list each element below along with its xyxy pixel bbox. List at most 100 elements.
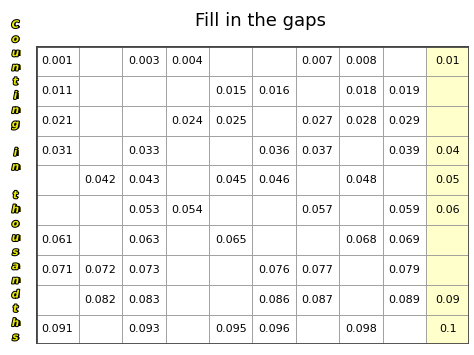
Text: 0.095: 0.095 <box>215 324 246 334</box>
Bar <box>252 225 296 255</box>
Bar <box>296 195 339 225</box>
Text: 0.09: 0.09 <box>435 295 460 305</box>
Bar <box>252 195 296 225</box>
Text: 0.046: 0.046 <box>258 175 290 185</box>
Bar <box>79 225 122 255</box>
Bar <box>166 285 209 315</box>
Text: d: d <box>13 290 20 300</box>
Text: t: t <box>13 77 18 87</box>
Text: o: o <box>13 219 20 229</box>
Text: 0.054: 0.054 <box>172 205 203 215</box>
Bar <box>296 76 339 106</box>
Bar <box>296 315 339 344</box>
Text: 0.048: 0.048 <box>345 175 377 185</box>
Bar <box>252 46 296 76</box>
Bar <box>166 106 209 136</box>
Bar <box>339 225 383 255</box>
Bar <box>166 76 209 106</box>
Bar <box>36 225 79 255</box>
Text: Fill in the gaps: Fill in the gaps <box>195 12 326 31</box>
Text: s: s <box>14 332 19 342</box>
Bar <box>209 315 252 344</box>
Bar <box>36 255 79 285</box>
Bar <box>122 225 166 255</box>
Bar <box>166 195 209 225</box>
Text: 0.059: 0.059 <box>388 205 420 215</box>
Bar <box>383 255 426 285</box>
Bar <box>252 165 296 195</box>
Text: t: t <box>14 190 19 200</box>
Text: i: i <box>14 91 17 101</box>
Bar <box>296 285 339 315</box>
Bar <box>166 165 209 195</box>
Bar <box>339 165 383 195</box>
Text: 0.073: 0.073 <box>128 265 160 275</box>
Text: 0.016: 0.016 <box>258 86 290 96</box>
Bar <box>296 225 339 255</box>
Text: 0.043: 0.043 <box>128 175 160 185</box>
Text: 0.027: 0.027 <box>301 116 333 126</box>
Text: h: h <box>13 318 20 328</box>
Text: 0.083: 0.083 <box>128 295 160 305</box>
Text: o: o <box>13 34 20 44</box>
Text: u: u <box>13 233 20 243</box>
Bar <box>426 195 469 225</box>
Text: i: i <box>15 148 18 158</box>
Bar <box>209 76 252 106</box>
Text: 0.05: 0.05 <box>435 175 460 185</box>
Text: s: s <box>14 247 19 257</box>
Text: C: C <box>11 20 19 30</box>
Text: 0.007: 0.007 <box>301 56 333 66</box>
Bar <box>122 46 166 76</box>
Bar <box>166 255 209 285</box>
Text: 0.037: 0.037 <box>301 146 333 155</box>
Text: 0.065: 0.065 <box>215 235 246 245</box>
Text: 0.045: 0.045 <box>215 175 246 185</box>
Bar <box>383 225 426 255</box>
Text: 0.069: 0.069 <box>388 235 420 245</box>
Text: 0.042: 0.042 <box>85 175 117 185</box>
Text: 0.021: 0.021 <box>41 116 73 126</box>
Bar <box>36 315 79 344</box>
Text: g: g <box>13 119 20 129</box>
Bar <box>166 315 209 344</box>
Text: 0.082: 0.082 <box>85 295 117 305</box>
Bar <box>79 315 122 344</box>
Bar <box>426 136 469 165</box>
Bar <box>209 195 252 225</box>
Text: h: h <box>12 318 19 328</box>
Text: 0.003: 0.003 <box>128 56 160 66</box>
Bar <box>426 76 469 106</box>
Bar <box>79 255 122 285</box>
Bar <box>383 285 426 315</box>
Bar <box>339 46 383 76</box>
Text: o: o <box>12 219 19 229</box>
Text: 0.079: 0.079 <box>388 265 420 275</box>
Text: n: n <box>12 162 19 172</box>
Bar <box>426 285 469 315</box>
Text: 0.028: 0.028 <box>345 116 377 126</box>
Text: s: s <box>14 332 19 342</box>
Text: t: t <box>14 77 19 87</box>
Bar <box>79 76 122 106</box>
Bar <box>252 76 296 106</box>
Bar <box>426 315 469 344</box>
Text: h: h <box>13 318 20 328</box>
Bar <box>209 285 252 315</box>
Text: 0.024: 0.024 <box>172 116 203 126</box>
Text: 0.057: 0.057 <box>301 205 333 215</box>
Bar <box>209 106 252 136</box>
Text: d: d <box>13 290 20 300</box>
Bar <box>122 285 166 315</box>
Bar <box>426 165 469 195</box>
Text: h: h <box>13 204 20 214</box>
Bar <box>296 46 339 76</box>
Bar <box>36 285 79 315</box>
Bar <box>36 165 79 195</box>
Text: 0.086: 0.086 <box>258 295 290 305</box>
Text: h: h <box>12 204 19 214</box>
Bar <box>209 46 252 76</box>
Bar <box>36 46 79 76</box>
Text: o: o <box>13 219 20 229</box>
Text: 0.01: 0.01 <box>435 56 460 66</box>
